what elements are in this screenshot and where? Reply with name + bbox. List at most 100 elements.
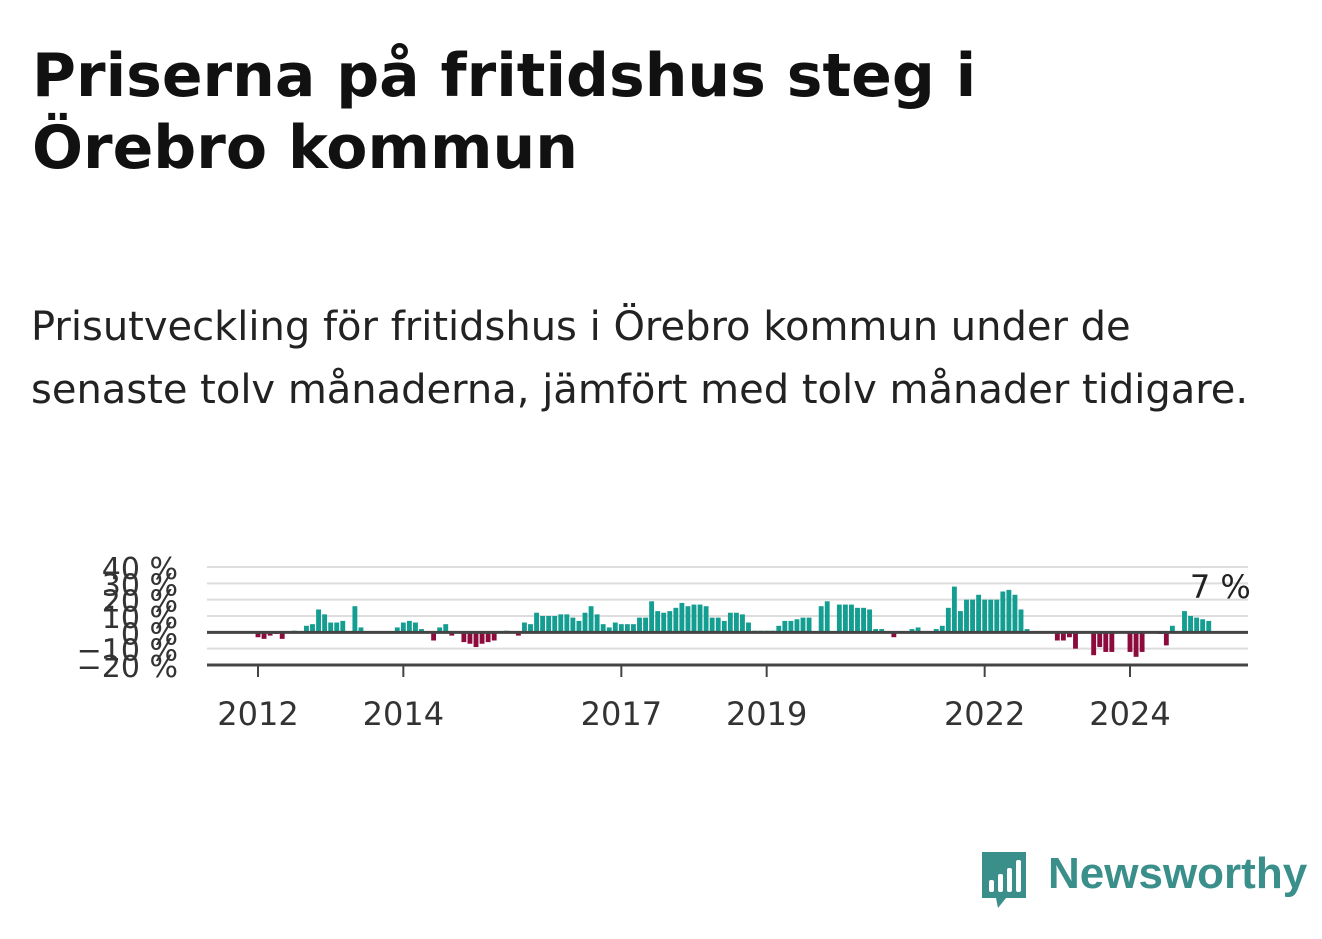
bar: [727, 612, 733, 633]
bar: [443, 624, 449, 633]
bar: [437, 627, 443, 633]
bar: [976, 594, 982, 633]
bar: [406, 620, 412, 633]
bar: [328, 622, 334, 633]
bar: [413, 622, 418, 633]
bar: [1018, 609, 1024, 633]
bar: [1054, 632, 1060, 641]
bar: [594, 614, 600, 633]
bar: [849, 604, 854, 633]
bar: [552, 616, 558, 633]
bar: [800, 617, 806, 633]
bar: [667, 611, 673, 633]
bar: [673, 607, 679, 633]
bar: [449, 632, 455, 636]
chart-subtitle: Prisutveckling för fritidshus i Örebro k…: [31, 304, 1249, 413]
bar: [643, 617, 648, 633]
bar: [261, 632, 267, 639]
x-tick-label: 2024: [1089, 695, 1170, 733]
bar: [279, 632, 285, 639]
bar: [970, 599, 975, 633]
brand-name: Newsworthy: [1048, 849, 1308, 898]
bar: [1194, 617, 1200, 633]
bar: [733, 612, 739, 633]
bar: [582, 612, 588, 633]
bar: [691, 604, 697, 633]
bar: [304, 625, 309, 633]
bar: [721, 620, 727, 633]
bar: [1067, 632, 1072, 638]
y-tick-label: 20 %: [102, 585, 178, 620]
bar: [618, 624, 624, 633]
bar: [540, 616, 546, 633]
bar: [1103, 632, 1109, 652]
bar: [855, 607, 860, 633]
bar: [661, 612, 667, 633]
y-tick-label: 10 %: [102, 601, 178, 636]
bar: [528, 624, 533, 633]
bar: [522, 622, 527, 633]
bar: [558, 614, 564, 633]
bar: [740, 614, 745, 633]
bar: [776, 625, 782, 633]
y-tick-label: −10 %: [77, 634, 178, 669]
bar: [679, 602, 685, 633]
bar: [994, 599, 1000, 633]
bar: [316, 609, 321, 633]
bar: [340, 620, 346, 633]
newsworthy-logo-icon: [982, 852, 1026, 908]
bar: [1163, 632, 1169, 646]
bar: [479, 632, 485, 644]
bar: [310, 624, 315, 633]
bar: [685, 606, 691, 633]
bar: [606, 627, 612, 633]
bar: [697, 604, 703, 633]
x-tick-label: 2022: [944, 695, 1025, 733]
bar: [485, 632, 491, 643]
bar: [861, 607, 866, 633]
bar: [322, 614, 328, 633]
bar: [879, 629, 885, 633]
bar: [988, 599, 994, 633]
y-tick-label: 40 %: [102, 552, 178, 587]
bar: [358, 627, 364, 633]
bar: [867, 609, 873, 633]
bar: [600, 624, 606, 633]
bar: [1097, 632, 1103, 648]
bar: [655, 611, 661, 633]
bar: [491, 632, 497, 641]
y-tick-label: −20 %: [77, 650, 178, 685]
bar: [267, 632, 273, 636]
bar: [964, 599, 969, 633]
bar: [958, 611, 963, 633]
bar: [1060, 632, 1066, 641]
bar: [746, 622, 751, 633]
bar: [473, 632, 479, 648]
bar: [588, 606, 594, 633]
bar: [836, 604, 842, 633]
last-value-label: 7 %: [1190, 568, 1251, 606]
bar: [631, 624, 636, 633]
bar: [873, 629, 879, 633]
bar: [637, 617, 642, 633]
bar: [1091, 632, 1097, 656]
bar: [951, 586, 957, 633]
bar: [1206, 620, 1212, 633]
bar: [982, 599, 988, 633]
bar: [431, 632, 437, 641]
bar: [576, 620, 582, 633]
bar: [1000, 591, 1006, 633]
bar: [534, 612, 539, 633]
bar: [1024, 629, 1030, 633]
bar: [715, 617, 721, 633]
bar: [1200, 619, 1206, 633]
bar: [612, 622, 618, 633]
bar: [334, 622, 340, 633]
bar: [806, 617, 812, 633]
bar: [467, 632, 473, 644]
bar: [945, 607, 951, 633]
bar: [1006, 589, 1012, 633]
bar: [788, 620, 794, 633]
chart-title: Priserna på fritidshus steg i Örebro kom…: [32, 41, 977, 183]
bar: [794, 619, 800, 633]
